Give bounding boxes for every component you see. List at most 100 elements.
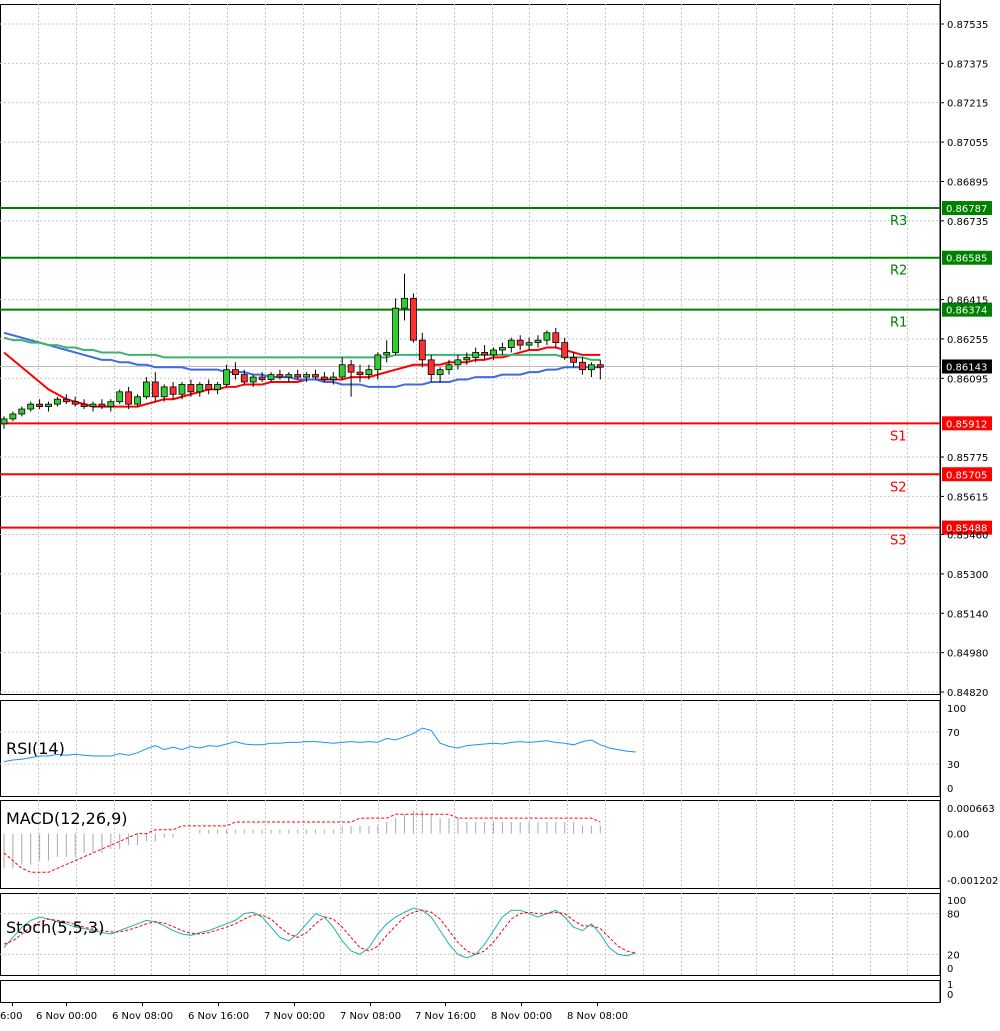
candle-body xyxy=(223,369,230,385)
candle-body xyxy=(409,297,417,341)
candle-body xyxy=(89,403,97,407)
price-tick-label: 0.85140 xyxy=(947,609,988,620)
candle-body xyxy=(267,374,275,380)
rsi-tick-label: 70 xyxy=(947,728,960,739)
level-badge-text-s3: 0.85488 xyxy=(946,524,987,535)
candle-body xyxy=(454,359,462,366)
stoch-tick-label: 0 xyxy=(947,964,953,975)
rsi-line xyxy=(3,727,636,763)
candle-body xyxy=(276,374,284,378)
candle-body xyxy=(401,297,408,309)
candle-body xyxy=(552,332,560,344)
macd-signal-line xyxy=(3,813,601,873)
price-tick-label: 0.85300 xyxy=(947,570,988,581)
macd-tick-label: 0.00 xyxy=(947,830,969,841)
level-badge-s3 xyxy=(942,520,992,535)
price-tick-label: 0.84980 xyxy=(947,649,988,660)
candle-body xyxy=(169,386,177,395)
candle-body xyxy=(498,347,506,351)
candle-body xyxy=(383,352,391,356)
time-tick-label: 8 Nov 08:00 xyxy=(567,1011,628,1022)
stoch-main-line xyxy=(3,907,637,959)
sub-panel-tick-label: 1 xyxy=(947,980,953,991)
level-badge-r1 xyxy=(942,302,992,317)
candle-body xyxy=(525,342,533,346)
panel-frame xyxy=(0,980,941,1003)
time-tick-label: 6:00 xyxy=(0,1011,22,1022)
time-tick-label: 6 Nov 16:00 xyxy=(188,1011,249,1022)
candle-body xyxy=(436,369,444,376)
candle-body xyxy=(445,364,453,371)
candle-body xyxy=(80,403,88,407)
candle-body xyxy=(240,374,248,383)
candle-body xyxy=(18,408,26,415)
panel-frame xyxy=(0,700,941,797)
rsi-tick-label: 30 xyxy=(947,760,960,771)
candle-body xyxy=(294,374,302,378)
level-badge-text-r2: 0.86585 xyxy=(946,254,987,265)
candle-body xyxy=(116,391,124,403)
sub-panel-tick-label: 0 xyxy=(947,990,953,1001)
candle-body xyxy=(588,364,595,371)
candle-body xyxy=(54,398,61,405)
level-badge-text-s1: 0.85912 xyxy=(946,419,987,430)
panel-frame xyxy=(0,800,941,889)
candle-body xyxy=(570,356,577,363)
price-tick-label: 0.85460 xyxy=(947,531,988,542)
candle-body xyxy=(561,342,569,358)
price-tick-label: 0.86095 xyxy=(947,374,988,385)
candle-body xyxy=(160,386,168,398)
price-tick-label: 0.85615 xyxy=(947,492,988,503)
candle-body xyxy=(214,384,222,390)
stoch-tick-label: 100 xyxy=(947,896,966,907)
candle-body xyxy=(463,356,471,361)
time-tick-label: 6 Nov 08:00 xyxy=(112,1011,173,1022)
candle-body xyxy=(0,418,8,425)
price-tick-label: 0.84820 xyxy=(947,688,988,699)
candle-body xyxy=(329,376,337,380)
candle-body xyxy=(507,339,515,348)
candle-body xyxy=(392,307,400,353)
candle-body xyxy=(71,401,79,405)
level-badge-s2 xyxy=(942,467,992,482)
candle-body xyxy=(374,354,382,371)
candle-body xyxy=(151,381,159,398)
candle-body xyxy=(365,369,373,376)
candle-body xyxy=(98,403,106,407)
candle-body xyxy=(427,359,435,376)
stoch-signal-line xyxy=(3,909,637,955)
candle-body xyxy=(303,374,311,378)
price-tick-label: 0.86735 xyxy=(947,217,988,228)
candle-body xyxy=(338,364,346,378)
candle-body xyxy=(187,384,195,393)
level-badge-r3 xyxy=(942,201,992,216)
price-tick-label: 0.85775 xyxy=(947,453,988,464)
time-tick-label: 6 Nov 00:00 xyxy=(36,1011,97,1022)
candle-body xyxy=(142,381,150,398)
price-tick-label: 0.87055 xyxy=(947,138,988,149)
candle-body xyxy=(249,376,257,383)
price-tick-label: 0.86255 xyxy=(947,335,988,346)
level-label-r2: R2 xyxy=(890,264,907,279)
candle-body xyxy=(27,403,35,410)
price-tick-label: 0.86895 xyxy=(947,177,988,188)
time-tick-label: 7 Nov 00:00 xyxy=(264,1011,325,1022)
current-price-text: 0.86143 xyxy=(946,362,987,373)
price-tick-label: 0.87215 xyxy=(947,99,988,110)
candle-body xyxy=(472,352,480,358)
macd-tick-label: -0.001202 xyxy=(947,876,998,887)
ma-line xyxy=(3,336,601,361)
level-badge-s1 xyxy=(942,416,992,431)
price-tick-label: 0.87535 xyxy=(947,20,988,31)
stoch-tick-label: 80 xyxy=(947,910,960,921)
grid-layer xyxy=(0,4,941,1003)
candle-body xyxy=(196,384,204,393)
candle-body xyxy=(178,384,186,395)
price-tick-label: 0.86415 xyxy=(947,296,988,307)
level-label-s1: S1 xyxy=(890,429,907,444)
candlesticks xyxy=(0,273,604,429)
candle-body xyxy=(418,339,426,361)
macd-tick-label: 0.000663 xyxy=(947,804,995,815)
